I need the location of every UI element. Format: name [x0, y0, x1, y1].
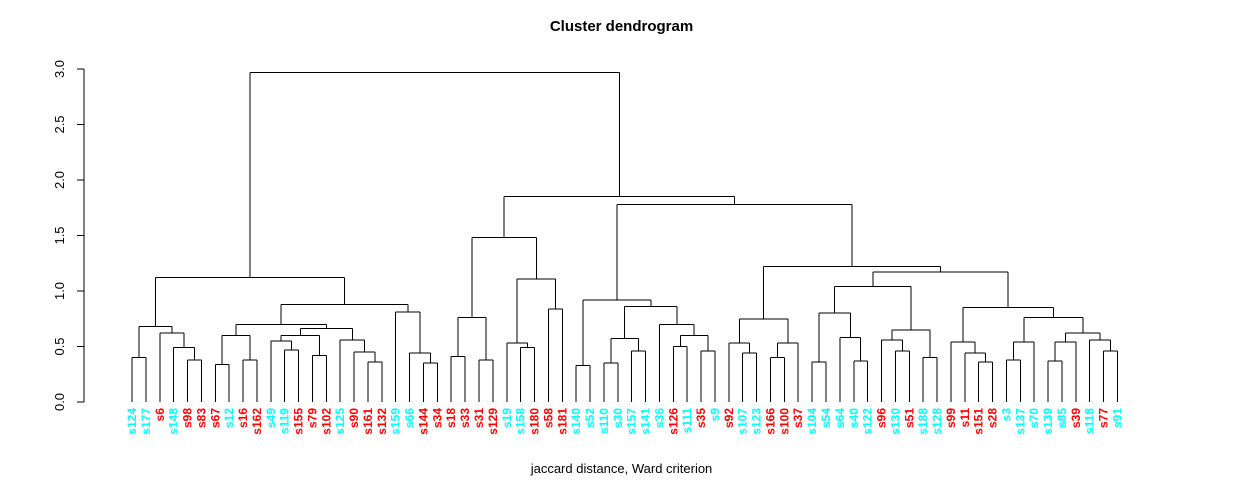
leaf-label: s67 — [208, 408, 222, 428]
leaf-label: s122 — [861, 408, 875, 435]
leaf-label: s137 — [1013, 408, 1027, 435]
chart-title: Cluster dendrogram — [549, 18, 694, 35]
leaf-label: s33 — [458, 408, 472, 428]
leaf-label: s11 — [958, 408, 972, 428]
leaf-label: s148 — [167, 408, 181, 435]
leaf-label: s119 — [278, 408, 292, 434]
leaf-label: s37 — [791, 408, 805, 428]
leaf-label: s66 — [403, 408, 417, 428]
leaf-label: s31 — [472, 408, 486, 428]
leaf-label: s19 — [500, 408, 514, 428]
leaf-label: s107 — [736, 408, 750, 435]
leaf-label: s161 — [361, 408, 375, 435]
leaf-label: s51 — [902, 408, 916, 428]
y-axis-tick-label: 0.0 — [52, 393, 67, 411]
leaf-label: s79 — [305, 408, 319, 428]
leaf-label: s90 — [347, 408, 361, 428]
leaf-label: s139 — [1041, 408, 1055, 435]
leaf-label: s100 — [777, 408, 791, 435]
leaf-label: s177 — [139, 408, 153, 435]
leaf-labels: s124 s177 s6 s148 s98 s83 s67 s12 s16 s162 s49 s119… — [125, 408, 1125, 435]
leaf-label: s188 — [916, 408, 930, 435]
leaf-label: s155 — [292, 408, 306, 435]
leaf-label: s52 — [583, 408, 597, 428]
dendrogram-branches — [131, 71, 1118, 402]
leaf-label: s124 — [125, 408, 139, 435]
leaf-label: s39 — [1069, 408, 1083, 428]
leaf-label: s125 — [333, 408, 347, 435]
leaf-label: s162 — [250, 408, 264, 435]
leaf-label: s102 — [319, 408, 333, 435]
dendrogram-tree — [131, 71, 1118, 402]
leaf-label: s58 — [541, 408, 555, 428]
leaf-label: s166 — [764, 408, 778, 435]
leaf-label: s180 — [528, 408, 542, 435]
leaf-label: s18 — [444, 408, 458, 428]
leaf-label: s123 — [750, 408, 764, 435]
y-axis-tick-label: 1.5 — [52, 226, 67, 244]
leaf-label: s99 — [944, 408, 958, 428]
y-axis-tick-label: 1.0 — [52, 282, 67, 300]
y-axis-tick-label: 0.5 — [52, 337, 67, 355]
y-axis-tick-label: 2.0 — [52, 171, 67, 189]
leaf-label: s77 — [1097, 408, 1111, 428]
leaf-label: s126 — [666, 408, 680, 435]
leaf-label: s49 — [264, 408, 278, 428]
leaf-label: s132 — [375, 408, 389, 435]
y-axis-tick-label: 2.5 — [52, 115, 67, 133]
leaf-label: s159 — [389, 408, 403, 435]
leaf-label: s111 — [680, 408, 694, 434]
y-axis-tick-label: 3.0 — [52, 60, 67, 78]
leaf-label: s157 — [625, 408, 639, 435]
leaf-label: s40 — [847, 408, 861, 428]
leaf-label: s144 — [417, 408, 431, 435]
leaf-label: s130 — [888, 408, 902, 435]
leaf-label: s118 — [1083, 408, 1097, 434]
leaf-label: s104 — [805, 408, 819, 435]
leaf-label: s35 — [694, 408, 708, 428]
leaf-label: s36 — [652, 408, 666, 428]
x-axis-label: jaccard distance, Ward criterion — [530, 461, 713, 476]
leaf-label: s6 — [153, 408, 167, 422]
leaf-label: s83 — [194, 408, 208, 428]
leaf-label: s12 — [222, 408, 236, 428]
leaf-label: s96 — [875, 408, 889, 428]
leaf-label: s98 — [181, 408, 195, 428]
leaf-label: s158 — [514, 408, 528, 435]
leaf-label: s34 — [430, 408, 444, 428]
leaf-label: s128 — [930, 408, 944, 435]
leaf-label: s140 — [569, 408, 583, 435]
leaf-label: s91 — [1111, 408, 1125, 428]
y-axis: 0.0 0.5 1.0 1.5 2.0 2.5 3.0 — [52, 60, 85, 411]
leaf-label: s129 — [486, 408, 500, 435]
leaf-label: s151 — [972, 408, 986, 435]
leaf-label: s141 — [639, 408, 653, 435]
leaf-label: s3 — [999, 408, 1013, 422]
leaf-label: s110 — [597, 408, 611, 434]
leaf-label: s85 — [1055, 408, 1069, 428]
leaf-label: s9 — [708, 408, 722, 422]
leaf-label: s54 — [819, 408, 833, 428]
leaf-label: s64 — [833, 408, 847, 428]
leaf-label: s92 — [722, 408, 736, 428]
leaf-label: s181 — [555, 408, 569, 435]
leaf-label: s16 — [236, 408, 250, 428]
leaf-label: s28 — [986, 408, 1000, 428]
leaf-label: s30 — [611, 408, 625, 428]
leaf-label: s70 — [1027, 408, 1041, 428]
